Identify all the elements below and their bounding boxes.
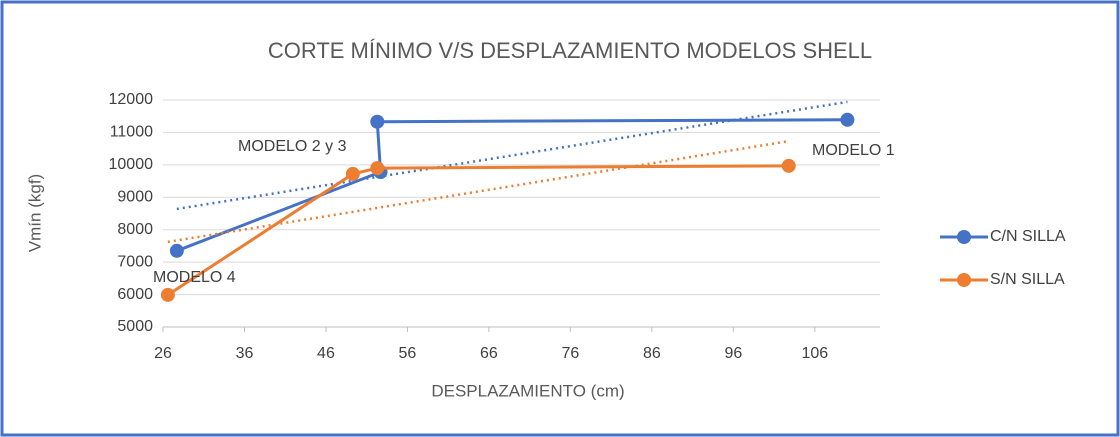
y-axis-label: Vmín (kgf) xyxy=(25,174,44,252)
x-tick-label: 76 xyxy=(561,345,579,362)
x-axis-label: DESPLAZAMIENTO (cm) xyxy=(431,381,624,400)
series-line xyxy=(176,118,848,253)
y-tick-label: 9000 xyxy=(117,189,153,206)
x-tick-label: 66 xyxy=(480,345,498,362)
y-tick-label: 7000 xyxy=(117,253,153,270)
x-tick-label: 36 xyxy=(236,345,254,362)
y-tick-label: 5000 xyxy=(117,318,153,335)
data-point xyxy=(370,114,385,129)
y-tick-label: 10000 xyxy=(109,156,154,173)
x-tick-label: 26 xyxy=(154,345,172,362)
legend-label: C/N SILLA xyxy=(990,228,1066,245)
series-line xyxy=(167,164,789,297)
annotation: MODELO 2 y 3 xyxy=(238,138,347,155)
data-point xyxy=(840,112,855,127)
legend-marker xyxy=(957,273,971,287)
data-point xyxy=(781,158,796,173)
y-tick-label: 12000 xyxy=(109,91,154,108)
y-tick-label: 6000 xyxy=(117,286,153,303)
legend-marker xyxy=(957,230,971,244)
annotation: MODELO 1 xyxy=(812,142,895,159)
annotation: MODELO 4 xyxy=(153,269,236,286)
data-point xyxy=(370,161,385,176)
x-tick-label: 96 xyxy=(724,345,742,362)
x-tick-label: 56 xyxy=(399,345,417,362)
chart-title: CORTE MÍNIMO V/S DESPLAZAMIENTO MODELOS … xyxy=(268,38,872,63)
x-tick-label: 46 xyxy=(317,345,335,362)
data-point xyxy=(345,166,360,181)
y-tick-label: 11000 xyxy=(110,124,153,141)
x-tick-label: 86 xyxy=(643,345,661,362)
data-point xyxy=(160,287,175,302)
y-tick-label: 8000 xyxy=(117,221,153,238)
x-tick-label: 106 xyxy=(801,345,828,362)
legend-label: S/N SILLA xyxy=(990,271,1065,288)
data-point xyxy=(169,243,184,258)
